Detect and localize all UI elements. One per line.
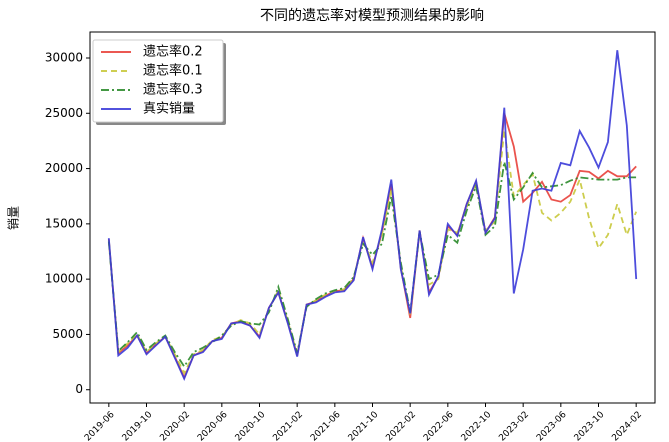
y-tick-label: 30000 xyxy=(45,50,83,64)
x-tick-label: 2022-10 xyxy=(460,410,494,442)
y-tick-label: 15000 xyxy=(45,216,83,230)
y-tick-label: 25000 xyxy=(45,106,83,120)
x-tick-label: 2020-02 xyxy=(158,410,192,442)
series-line xyxy=(107,113,637,380)
x-tick-label: 2020-10 xyxy=(234,410,268,442)
legend-label: 真实销量 xyxy=(143,102,195,117)
legend-label: 遗忘率0.1 xyxy=(143,63,203,79)
series-line xyxy=(107,129,638,376)
y-tick-label: 5000 xyxy=(52,327,83,341)
x-tick-label: 2021-10 xyxy=(347,410,381,442)
x-tick-label: 2022-02 xyxy=(384,410,418,442)
y-tick-label: 10000 xyxy=(45,272,83,286)
x-tick-label: 2021-06 xyxy=(309,410,343,442)
x-tick-label: 2019-06 xyxy=(83,410,117,442)
y-axis-label: 销量 xyxy=(7,206,21,230)
x-tick-label: 2023-02 xyxy=(497,410,531,442)
x-tick-label: 2020-06 xyxy=(196,410,230,442)
y-tick-label: 0 xyxy=(75,382,83,396)
chart-title: 不同的遗忘率对模型预测结果的影响 xyxy=(260,7,484,24)
x-tick-label: 2022-06 xyxy=(422,410,456,442)
x-tick-label: 2021-02 xyxy=(271,410,305,442)
legend-label: 遗忘率0.2 xyxy=(143,44,203,60)
x-tick-label: 2019-10 xyxy=(121,410,155,442)
series-line xyxy=(107,50,638,381)
x-tick-label: 2023-10 xyxy=(573,410,607,442)
y-tick-label: 20000 xyxy=(45,161,83,175)
x-tick-label: 2024-02 xyxy=(610,410,644,442)
x-tick-label: 2023-06 xyxy=(535,410,569,442)
legend-label: 遗忘率0.3 xyxy=(143,82,203,98)
legend-box xyxy=(92,39,224,123)
